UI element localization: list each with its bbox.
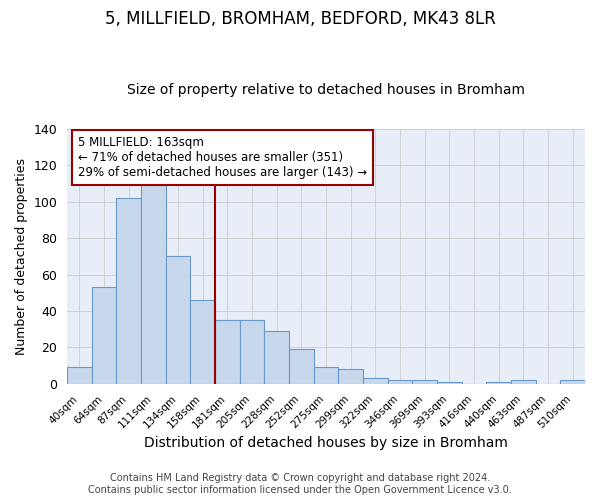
Bar	[166, 256, 190, 384]
Bar	[412, 380, 437, 384]
Bar	[265, 331, 289, 384]
Bar	[560, 380, 585, 384]
Text: 5, MILLFIELD, BROMHAM, BEDFORD, MK43 8LR: 5, MILLFIELD, BROMHAM, BEDFORD, MK43 8LR	[104, 10, 496, 28]
Bar	[141, 182, 166, 384]
Y-axis label: Number of detached properties: Number of detached properties	[15, 158, 28, 355]
Bar	[67, 368, 92, 384]
Bar	[240, 320, 265, 384]
Bar	[511, 380, 536, 384]
Bar	[388, 380, 412, 384]
Bar	[289, 349, 314, 384]
Bar	[190, 300, 215, 384]
Bar	[363, 378, 388, 384]
Bar	[314, 368, 338, 384]
Bar	[338, 370, 363, 384]
Text: Contains HM Land Registry data © Crown copyright and database right 2024.
Contai: Contains HM Land Registry data © Crown c…	[88, 474, 512, 495]
Bar	[487, 382, 511, 384]
Title: Size of property relative to detached houses in Bromham: Size of property relative to detached ho…	[127, 83, 525, 97]
Text: 5 MILLFIELD: 163sqm
← 71% of detached houses are smaller (351)
29% of semi-detac: 5 MILLFIELD: 163sqm ← 71% of detached ho…	[77, 136, 367, 180]
X-axis label: Distribution of detached houses by size in Bromham: Distribution of detached houses by size …	[144, 436, 508, 450]
Bar	[215, 320, 240, 384]
Bar	[116, 198, 141, 384]
Bar	[92, 288, 116, 384]
Bar	[437, 382, 462, 384]
